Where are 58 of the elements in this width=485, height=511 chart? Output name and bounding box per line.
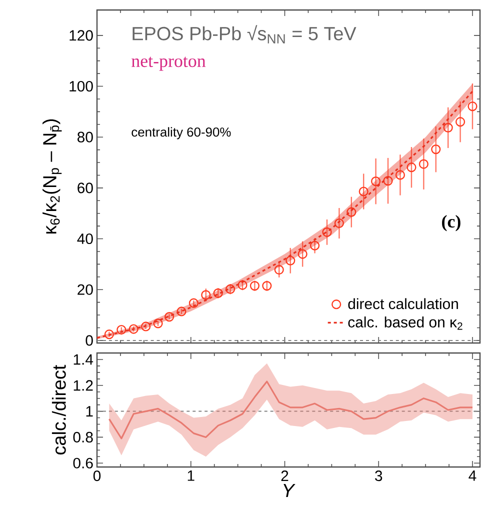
point — [395, 170, 406, 180]
point — [358, 186, 368, 196]
y-tick-label: 80 — [78, 132, 93, 142]
point — [346, 207, 356, 217]
x-tick-label: 3 — [375, 470, 382, 482]
y-tick-label: 0.8 — [73, 432, 93, 442]
legend-label: direct calculation — [348, 298, 458, 310]
point — [406, 162, 416, 172]
y-tick-label: 120 — [70, 30, 93, 41]
x-tick-label: 1 — [188, 470, 194, 481]
point — [455, 117, 466, 127]
point — [418, 159, 428, 169]
y-axis-title: calc./direct — [52, 364, 66, 454]
point — [383, 176, 393, 186]
text: net-proton — [132, 56, 206, 71]
y-tick-label: 1.4 — [74, 354, 94, 365]
x-tick-label: 4 — [468, 470, 476, 481]
point — [116, 324, 126, 335]
x-axis-title: Y — [284, 484, 296, 497]
annotation: centrality 60-90% — [132, 127, 231, 140]
legend-label: calc. based on κ$_{2}$ — [348, 316, 462, 330]
text: EPOS Pb-Pb √s$_{NN}$ = 5 TeV — [132, 25, 356, 44]
y-tick-label: 20 — [78, 284, 93, 295]
point — [443, 122, 453, 132]
point — [176, 306, 186, 316]
point — [164, 312, 174, 322]
point — [334, 218, 344, 228]
point — [226, 284, 236, 294]
annotation: (c) — [442, 214, 460, 232]
point — [274, 264, 284, 275]
line-series — [108, 380, 474, 440]
y-tick-label: 40 — [77, 233, 93, 244]
point — [286, 256, 296, 266]
point — [128, 324, 138, 334]
y-tick-label: 100 — [70, 80, 93, 92]
point — [238, 280, 248, 290]
point — [468, 102, 478, 112]
y-tick-label: 1 — [86, 406, 93, 416]
y-tick-label: 1.2 — [74, 380, 93, 391]
y-tick-label: 0 — [86, 335, 93, 346]
point — [310, 240, 320, 250]
x-tick-label: 2 — [281, 470, 288, 481]
point — [201, 290, 211, 300]
point — [298, 249, 308, 259]
y-tick-label: 60 — [78, 182, 93, 194]
point — [322, 227, 332, 237]
point — [141, 322, 151, 332]
point — [431, 144, 441, 154]
point — [104, 330, 114, 340]
point — [262, 281, 272, 291]
y-tick-label: 0.6 — [73, 458, 93, 468]
point — [250, 281, 260, 291]
x-tick-label: 0 — [93, 470, 101, 482]
point — [153, 318, 163, 328]
point — [213, 288, 223, 298]
point — [188, 298, 198, 308]
point — [371, 176, 381, 186]
text: κ$_{6}$/κ$_{2}$(N$_{p}$ – N$_{p̄}$) — [42, 119, 62, 234]
